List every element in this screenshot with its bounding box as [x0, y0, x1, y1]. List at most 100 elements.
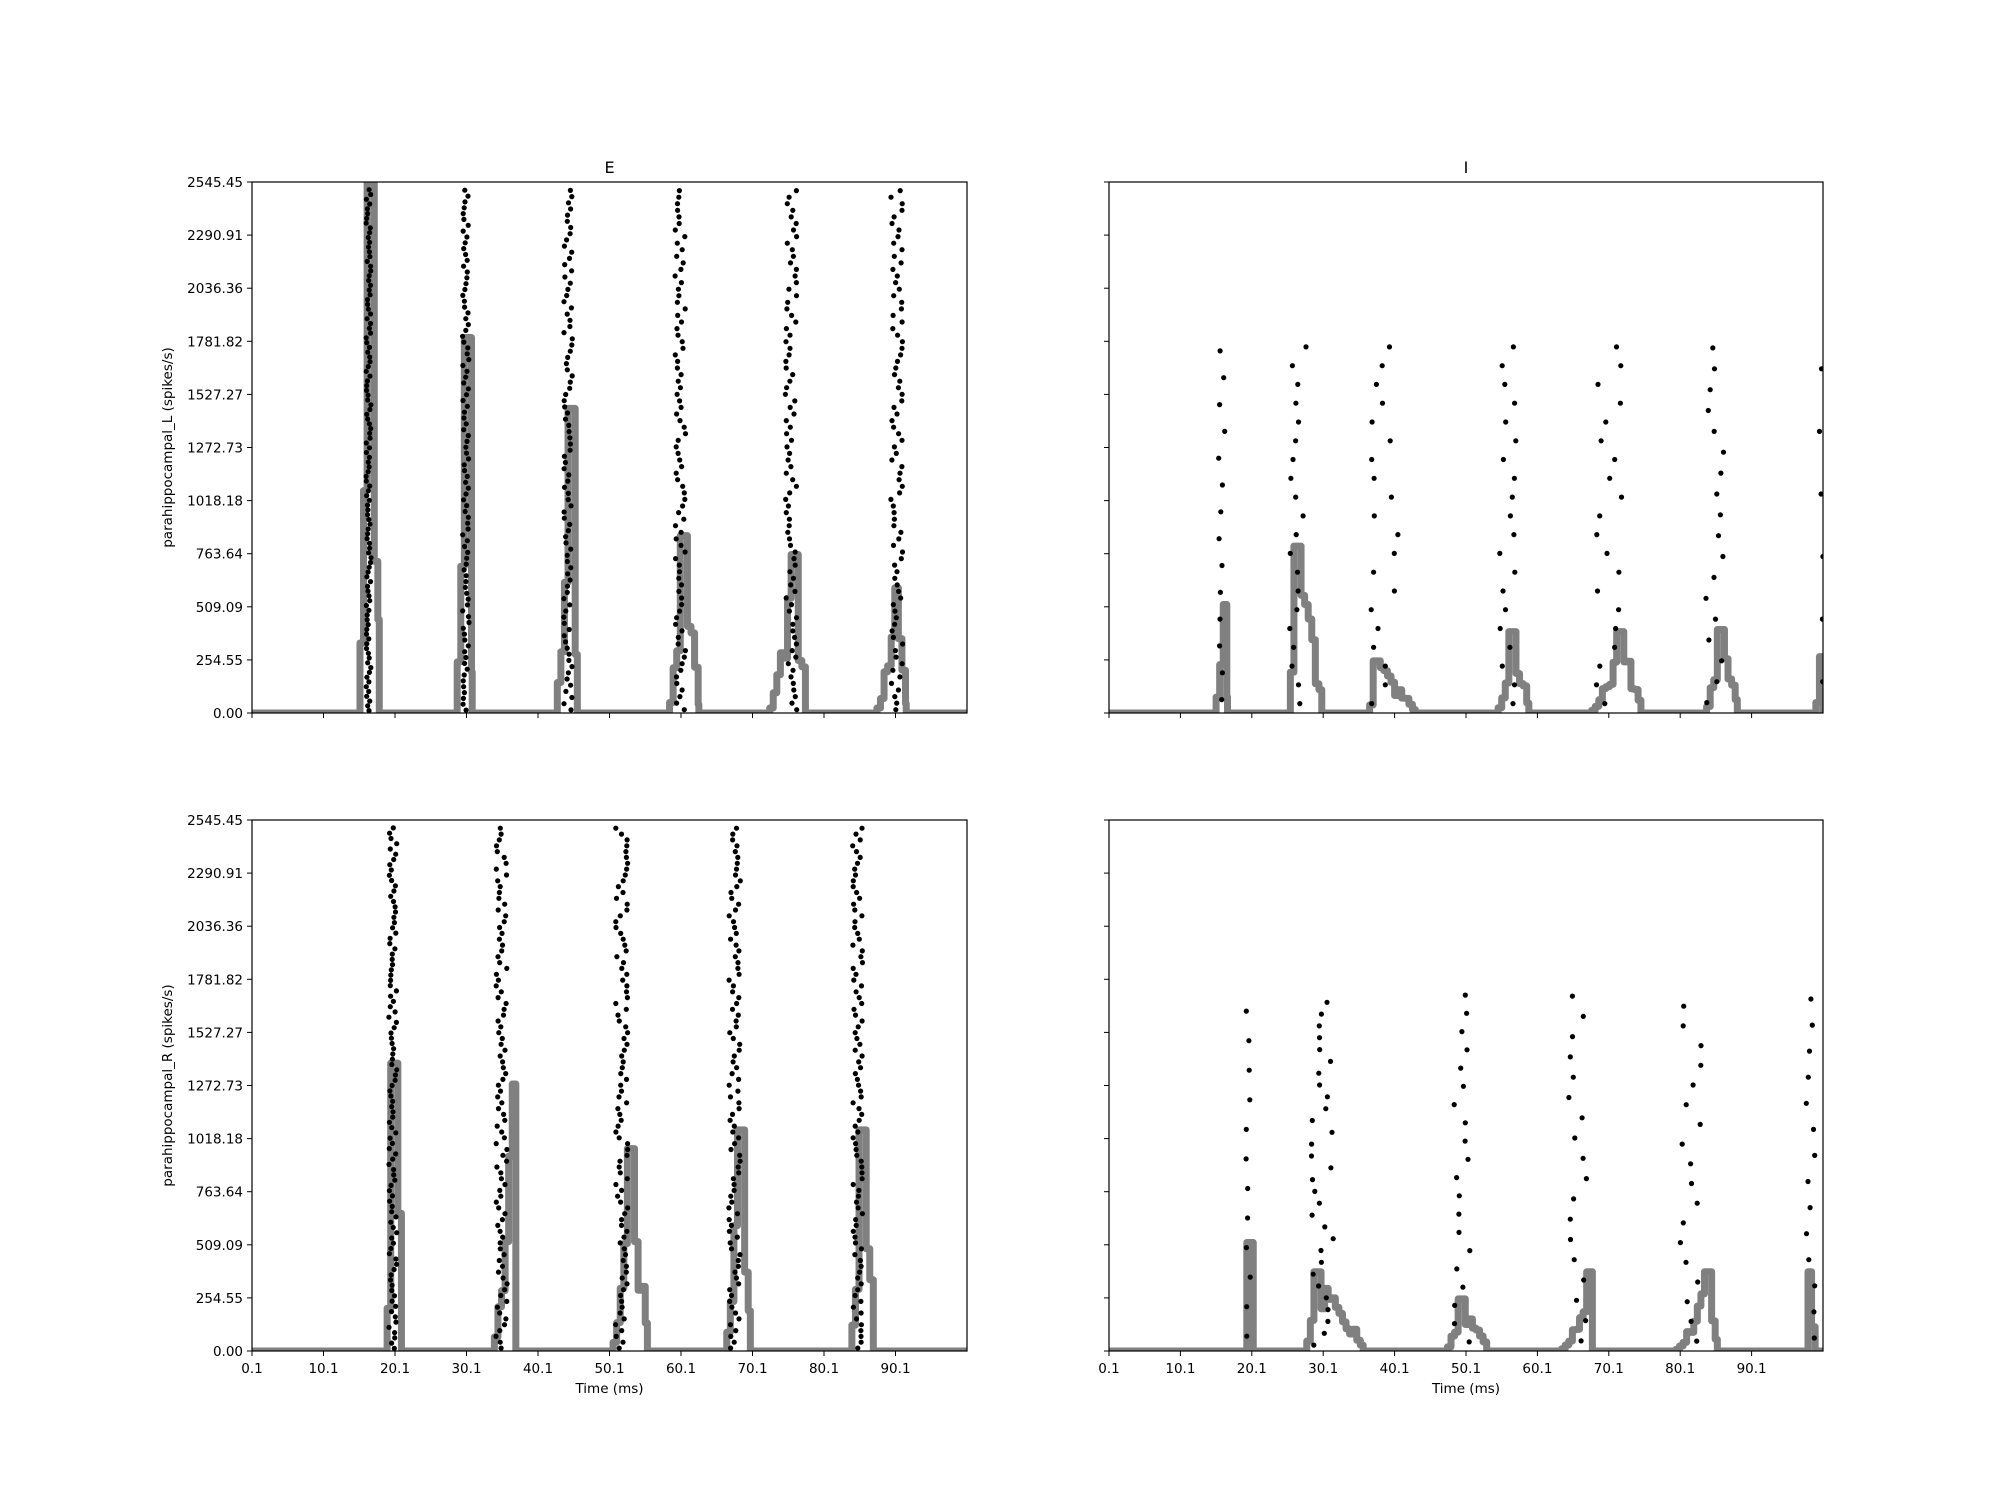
x-tick-label: 90.1 [880, 1361, 910, 1377]
spike-dot [1290, 456, 1296, 463]
spike-dot [782, 391, 789, 397]
spike-dot [899, 391, 905, 397]
spike-dot [460, 625, 466, 631]
spike-dot [367, 330, 374, 336]
spike-dot [784, 431, 790, 437]
x-tick-label: 80.1 [809, 1361, 839, 1377]
spike-dot [367, 254, 373, 260]
spike-dot [726, 1082, 732, 1088]
spike-dot [497, 1310, 503, 1316]
spike-dot [1694, 1338, 1700, 1344]
panel-i-r0c1: I [1104, 158, 1824, 718]
x-axis-label: Time (ms) [1431, 1381, 1500, 1397]
spike-dot [564, 212, 571, 218]
spike-dot [681, 490, 687, 496]
spike-dot [682, 496, 688, 502]
spike-dot [392, 946, 398, 952]
spike-dot [734, 884, 740, 890]
spike-dot [1368, 607, 1374, 613]
spike-dot [677, 398, 683, 404]
spike-dot [1502, 381, 1508, 387]
spike-dot [564, 676, 570, 682]
spike-dot [855, 1345, 861, 1351]
spike-dot [389, 1340, 395, 1346]
y-tick-label: 2290.91 [187, 228, 243, 244]
spike-dot [619, 1304, 625, 1310]
spike-dot [1323, 1106, 1329, 1112]
spike-dot [891, 293, 897, 299]
spike-dot [1604, 550, 1610, 557]
spike-dot [1616, 569, 1622, 575]
spike-dot [618, 1222, 625, 1228]
spike-dot [1717, 512, 1723, 518]
spike-dot [1719, 658, 1725, 664]
spike-dot [464, 438, 470, 444]
spike-dot [367, 201, 373, 207]
spike-dot [391, 1025, 397, 1031]
spike-dot [1595, 381, 1601, 387]
spike-dot [854, 1076, 861, 1082]
spike-dot [898, 529, 904, 535]
spike-dot [625, 1146, 631, 1153]
spike-dot [460, 333, 466, 339]
spike-dot [785, 661, 791, 667]
spike-dot [894, 582, 900, 588]
spike-dot [680, 345, 686, 351]
spike-dot [853, 1316, 860, 1322]
spike-dot [858, 1298, 864, 1304]
spike-dot [392, 1330, 398, 1336]
spike-dot [726, 1217, 732, 1223]
spike-dot [388, 1030, 394, 1036]
spike-dot [1454, 1266, 1460, 1272]
spike-dot [367, 230, 373, 236]
spike-dot [363, 220, 369, 226]
spike-dot [1464, 1010, 1470, 1016]
spike-dot [898, 352, 904, 358]
spike-dot [569, 336, 575, 342]
spike-dot [365, 507, 371, 513]
x-tick-label: 70.1 [1594, 1361, 1624, 1377]
spike-dot [366, 564, 372, 570]
spike-dot [561, 596, 567, 602]
spike-dot [793, 483, 800, 489]
spike-dot [730, 983, 737, 989]
spike-dot [366, 273, 372, 279]
spike-dot [729, 1006, 736, 1012]
spike-dot [728, 1246, 735, 1252]
spike-dot [1467, 1248, 1473, 1254]
spike-dot [616, 1094, 622, 1100]
spike-dot [794, 707, 800, 713]
spike-dot [499, 948, 505, 954]
spike-dot [463, 561, 469, 567]
spike-dot [682, 234, 688, 240]
spike-dot [622, 872, 628, 878]
spike-dot [561, 243, 568, 249]
spike-dot [850, 965, 856, 972]
spike-dot [394, 1067, 400, 1073]
spike-dot [493, 1199, 499, 1205]
spike-dot [792, 549, 798, 555]
spike-dot [788, 582, 794, 588]
spike-dot [737, 878, 743, 884]
spike-dot [859, 1176, 865, 1182]
spike-dot [1573, 1297, 1580, 1303]
spike-dot [789, 247, 795, 253]
spike-dot [464, 538, 470, 544]
spike-dot [1597, 663, 1603, 669]
spike-dot [493, 843, 500, 849]
spike-dot [624, 1281, 630, 1287]
spike-dot [853, 971, 859, 977]
spike-dot [461, 415, 467, 421]
spike-dot [793, 266, 800, 272]
spike-dot [465, 193, 471, 199]
spike-dot [563, 688, 569, 695]
spike-dot [366, 593, 372, 599]
spike-dot [500, 1275, 506, 1281]
spike-dot [1612, 456, 1618, 463]
spike-dot [462, 637, 468, 643]
spike-dot [564, 583, 571, 589]
spike-dot [498, 1170, 504, 1176]
spike-dot [1316, 1283, 1322, 1289]
spike-dot [496, 936, 502, 942]
spike-dot [368, 426, 374, 432]
